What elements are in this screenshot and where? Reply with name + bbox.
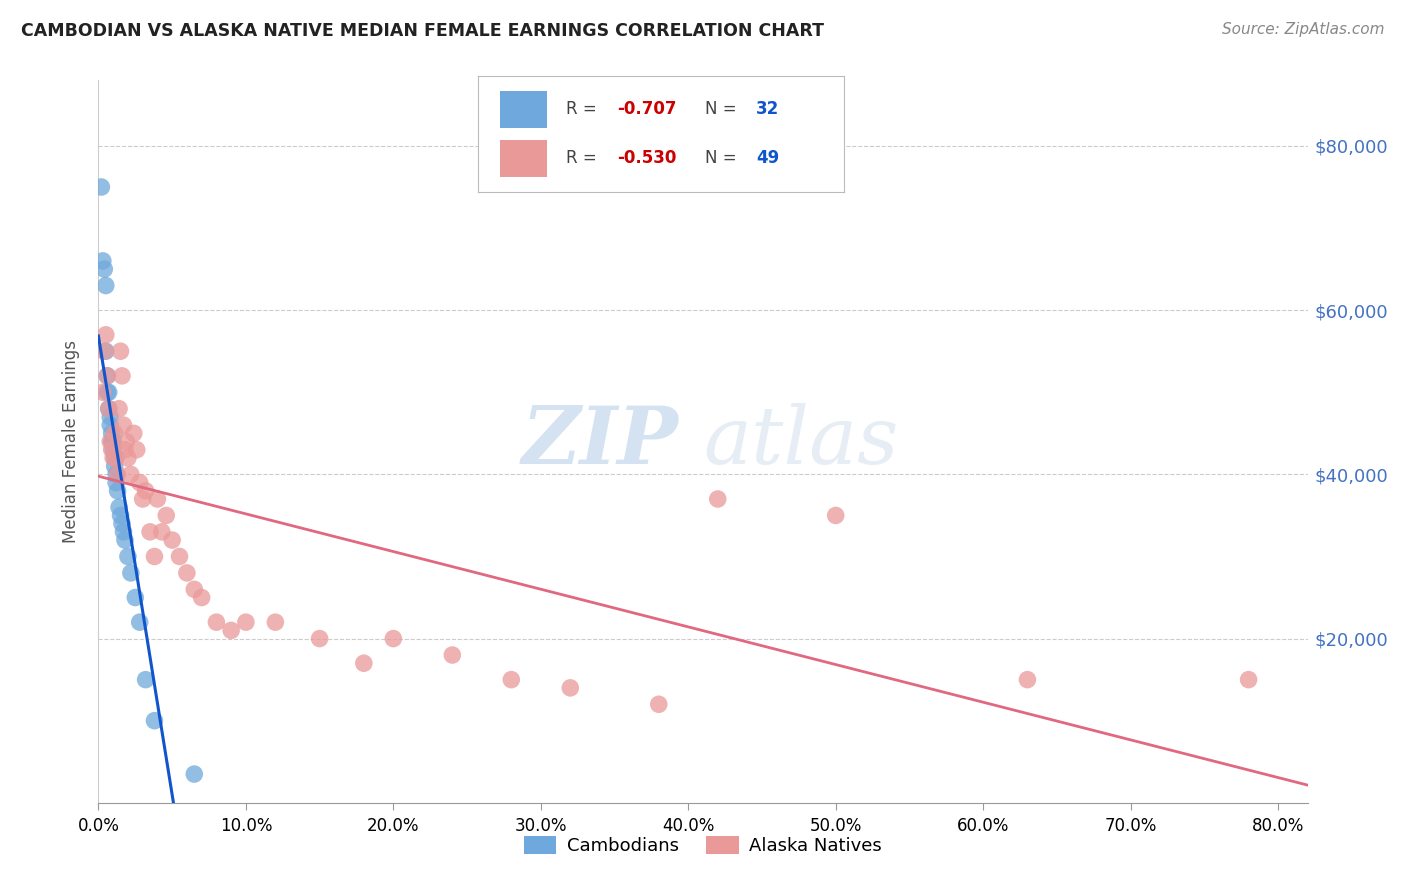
Point (706, 491, 728, 506)
Point (128, 615, 150, 630)
Point (122, 426, 145, 441)
Point (104, 459, 127, 474)
Point (107, 483, 129, 498)
Point (108, 500, 131, 515)
Point (648, 698, 671, 712)
Point (160, 533, 183, 547)
Point (117, 450, 139, 465)
Point (105, 467, 128, 482)
Point (100, 442, 122, 457)
Point (143, 549, 166, 564)
Text: 32: 32 (756, 101, 779, 119)
Point (91, 253, 114, 268)
Point (124, 591, 146, 605)
Point (111, 368, 134, 383)
Point (98, 418, 121, 433)
Text: -0.530: -0.530 (617, 149, 676, 167)
Point (101, 434, 124, 449)
Point (112, 418, 135, 433)
Point (308, 632, 330, 646)
Point (105, 450, 128, 465)
Point (441, 648, 464, 662)
Text: CAMBODIAN VS ALASKA NATIVE MEDIAN FEMALE EARNINGS CORRELATION CHART: CAMBODIAN VS ALASKA NATIVE MEDIAN FEMALE… (21, 22, 824, 40)
Point (501, 673, 523, 687)
Point (90, 180, 112, 194)
Point (143, 714, 166, 728)
Point (382, 632, 405, 646)
Point (97, 401, 120, 416)
Point (128, 475, 150, 490)
Point (1237, 673, 1260, 687)
Point (97, 385, 120, 400)
Point (125, 442, 148, 457)
Point (150, 524, 173, 539)
Point (110, 508, 132, 523)
Text: R =: R = (565, 101, 602, 119)
Point (264, 615, 287, 630)
Point (219, 624, 242, 638)
Legend: Cambodians, Alaska Natives: Cambodians, Alaska Natives (516, 829, 890, 863)
Point (98, 434, 121, 449)
Point (190, 591, 212, 605)
Point (98, 409, 121, 424)
Point (183, 767, 205, 781)
Point (101, 450, 124, 465)
Point (560, 681, 582, 695)
Point (115, 434, 138, 449)
Point (94, 344, 117, 359)
Point (114, 442, 136, 457)
Text: R =: R = (565, 149, 602, 167)
Point (93, 344, 115, 359)
Point (104, 426, 127, 441)
Point (96, 385, 118, 400)
Point (100, 426, 122, 441)
Point (117, 549, 139, 564)
Point (120, 467, 142, 482)
Point (96, 368, 118, 383)
Point (112, 524, 135, 539)
Text: N =: N = (704, 101, 741, 119)
Point (183, 582, 205, 597)
Point (169, 549, 191, 564)
Point (155, 508, 177, 523)
Point (94, 278, 117, 293)
Point (104, 450, 127, 465)
Text: ZIP: ZIP (522, 403, 679, 480)
Point (110, 344, 132, 359)
Text: Source: ZipAtlas.com: Source: ZipAtlas.com (1222, 22, 1385, 37)
Point (108, 401, 131, 416)
Point (353, 657, 375, 671)
Point (107, 467, 129, 482)
Point (824, 508, 846, 523)
Point (120, 566, 142, 580)
Point (94, 327, 117, 342)
Text: N =: N = (704, 149, 741, 167)
Point (97, 401, 120, 416)
Point (114, 533, 136, 547)
Point (135, 673, 157, 687)
Bar (501, 91, 547, 128)
Point (235, 615, 257, 630)
Point (91, 385, 114, 400)
Point (139, 524, 162, 539)
Point (93, 262, 115, 277)
Point (111, 516, 134, 531)
Point (100, 434, 122, 449)
Point (135, 483, 157, 498)
Y-axis label: Median Female Earnings: Median Female Earnings (62, 340, 80, 543)
Point (146, 491, 169, 506)
Text: 49: 49 (756, 149, 779, 167)
Bar (501, 139, 547, 177)
Point (205, 615, 228, 630)
Point (101, 442, 124, 457)
Text: atlas: atlas (703, 403, 898, 480)
Point (105, 475, 128, 490)
Point (131, 491, 153, 506)
Text: -0.707: -0.707 (617, 101, 676, 119)
Point (96, 368, 118, 383)
Point (176, 566, 198, 580)
Point (1017, 673, 1039, 687)
